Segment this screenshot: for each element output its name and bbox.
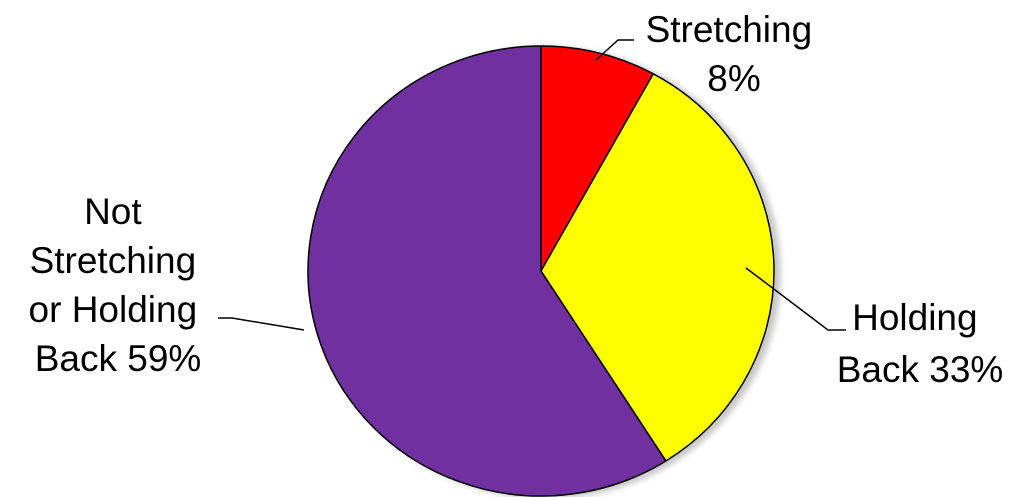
label-stretching-line-1: Stretching <box>646 9 813 50</box>
leader-line-holding-back <box>745 267 846 331</box>
leader-line-stretching <box>595 39 634 61</box>
pie-slice-holding-back <box>540 73 775 462</box>
pie-slice-stretching <box>540 45 654 272</box>
label-not-stretching: Not Stretching or Holding Back 59% <box>29 191 208 379</box>
label-stretching-line-2: 8% <box>707 58 760 99</box>
label-not-stretching-line-4: Back 59% <box>35 338 202 379</box>
label-holding-back-line-2: Back 33% <box>837 349 1004 390</box>
label-not-stretching-line-1: Not <box>84 191 142 232</box>
label-holding-back-line-1: Holding <box>852 297 977 338</box>
pie-slice-not-stretching-or-holding-back <box>307 45 667 497</box>
label-stretching: Stretching 8% <box>646 9 823 99</box>
leader-line-not-stretching <box>218 317 305 331</box>
label-not-stretching-line-3: or Holding <box>29 289 198 330</box>
label-holding-back: Holding Back 33% <box>837 297 1004 390</box>
label-not-stretching-line-2: Stretching <box>30 240 197 281</box>
